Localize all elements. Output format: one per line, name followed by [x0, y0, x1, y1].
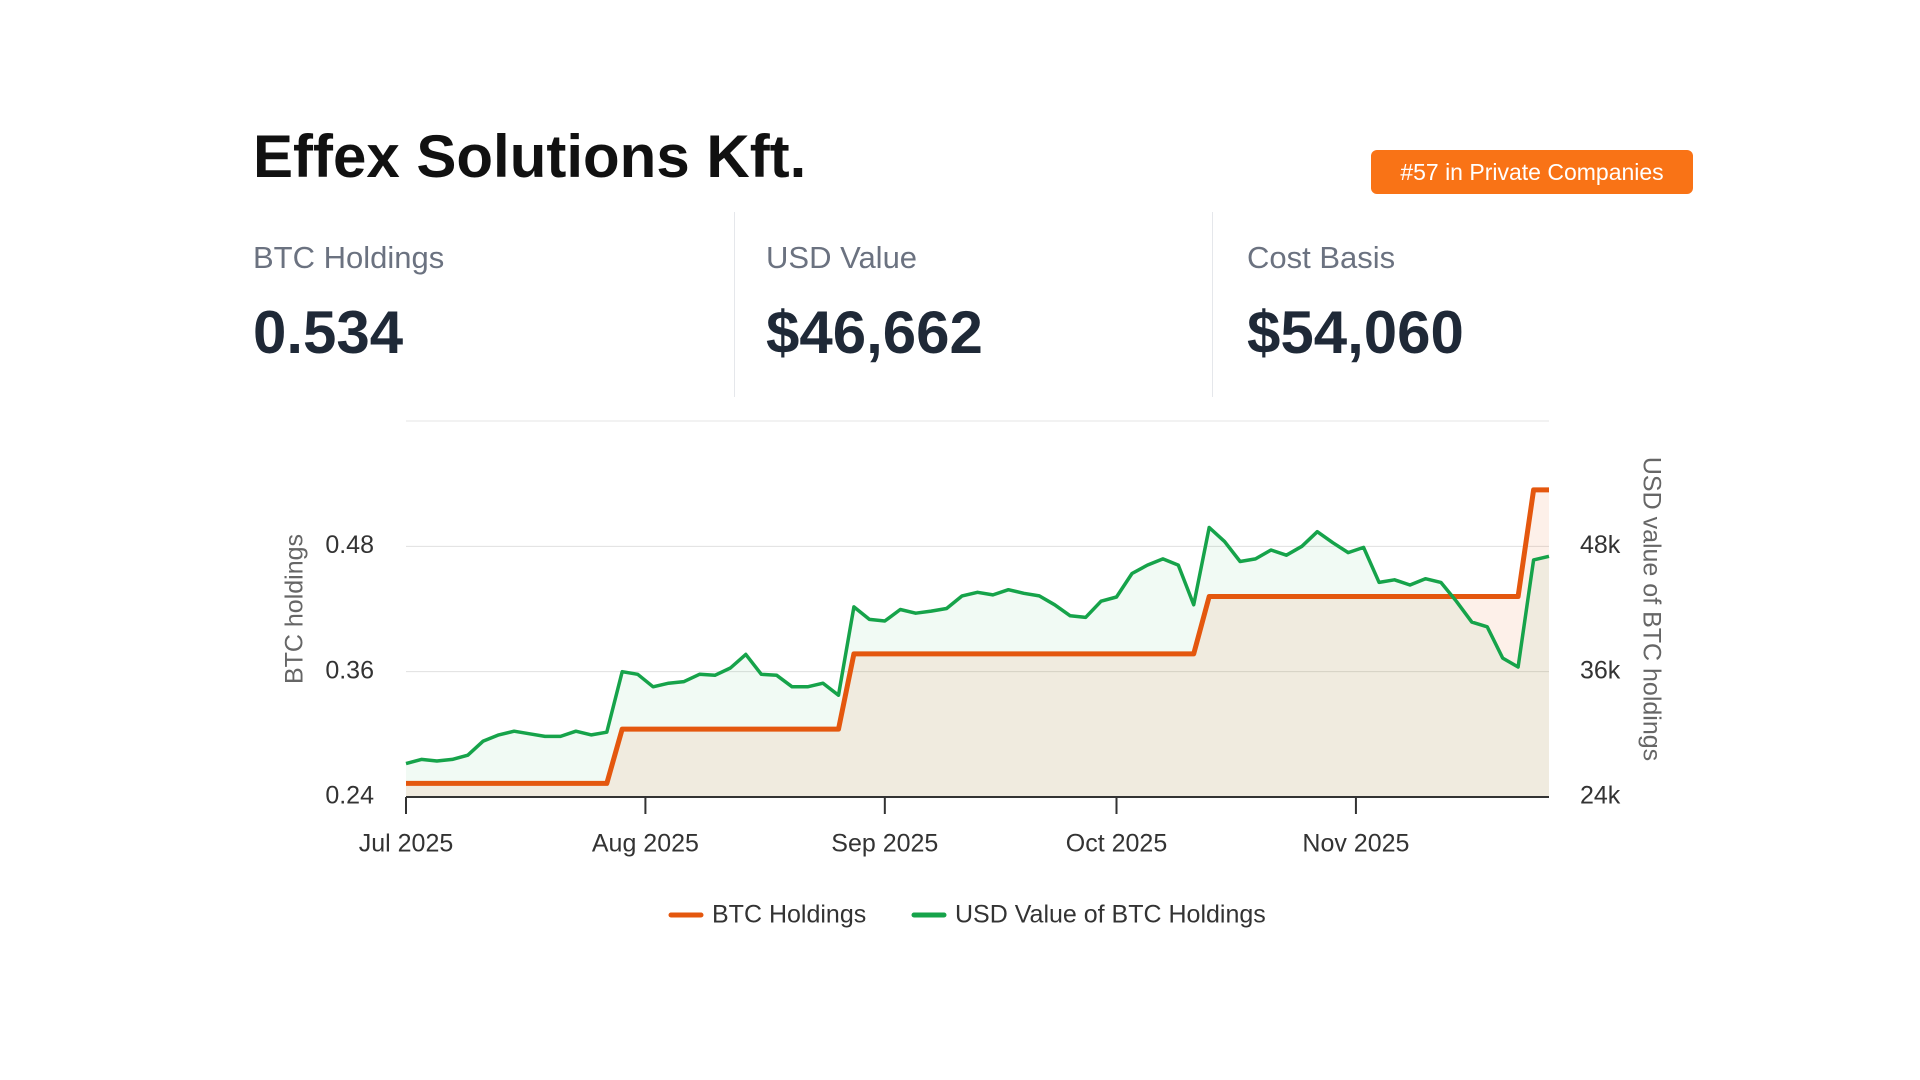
- x-tick-label: Sep 2025: [831, 830, 938, 858]
- stat-card: USD Value $46,662: [766, 240, 983, 367]
- x-tick-label: Aug 2025: [592, 830, 699, 858]
- y-tick-label: 0.24: [325, 782, 374, 810]
- area: [406, 489, 1549, 797]
- line: [405, 525, 1550, 766]
- y-tick-label: 0.36: [325, 656, 374, 684]
- divider: [734, 212, 735, 397]
- stat-card: BTC Holdings 0.534: [253, 240, 444, 367]
- y-axis-title: BTC holdings: [281, 534, 309, 684]
- company-title: Effex Solutions Kft.: [253, 123, 807, 190]
- stat-label: BTC Holdings: [253, 240, 445, 275]
- stat-value: $46,662: [766, 299, 983, 366]
- y2-tick-label: 24k: [1580, 782, 1621, 810]
- y2-tick-label: 48k: [1580, 531, 1621, 559]
- x-tick-label: Oct 2025: [1066, 830, 1167, 858]
- x-tick-label: Nov 2025: [1302, 830, 1409, 858]
- y-tick-label: 0.48: [325, 531, 374, 559]
- stat-card: Cost Basis $54,060: [1247, 240, 1464, 367]
- line: [406, 487, 1549, 786]
- y2-tick-label: 36k: [1580, 656, 1621, 684]
- x-tick-label: Jul 2025: [359, 830, 454, 858]
- stat-value: 0.534: [253, 299, 404, 366]
- stat-label: USD Value: [766, 240, 918, 275]
- stat-label: Cost Basis: [1247, 240, 1396, 275]
- stat-value: $54,060: [1247, 299, 1464, 366]
- rank-badge[interactable]: #57 in Private Companies: [1371, 150, 1693, 194]
- divider: [1212, 212, 1213, 397]
- y2-axis-title: USD value of BTC holdings: [1637, 457, 1665, 761]
- legend-label: USD Value of BTC Holdings: [955, 901, 1266, 929]
- legend-label: BTC Holdings: [712, 901, 866, 929]
